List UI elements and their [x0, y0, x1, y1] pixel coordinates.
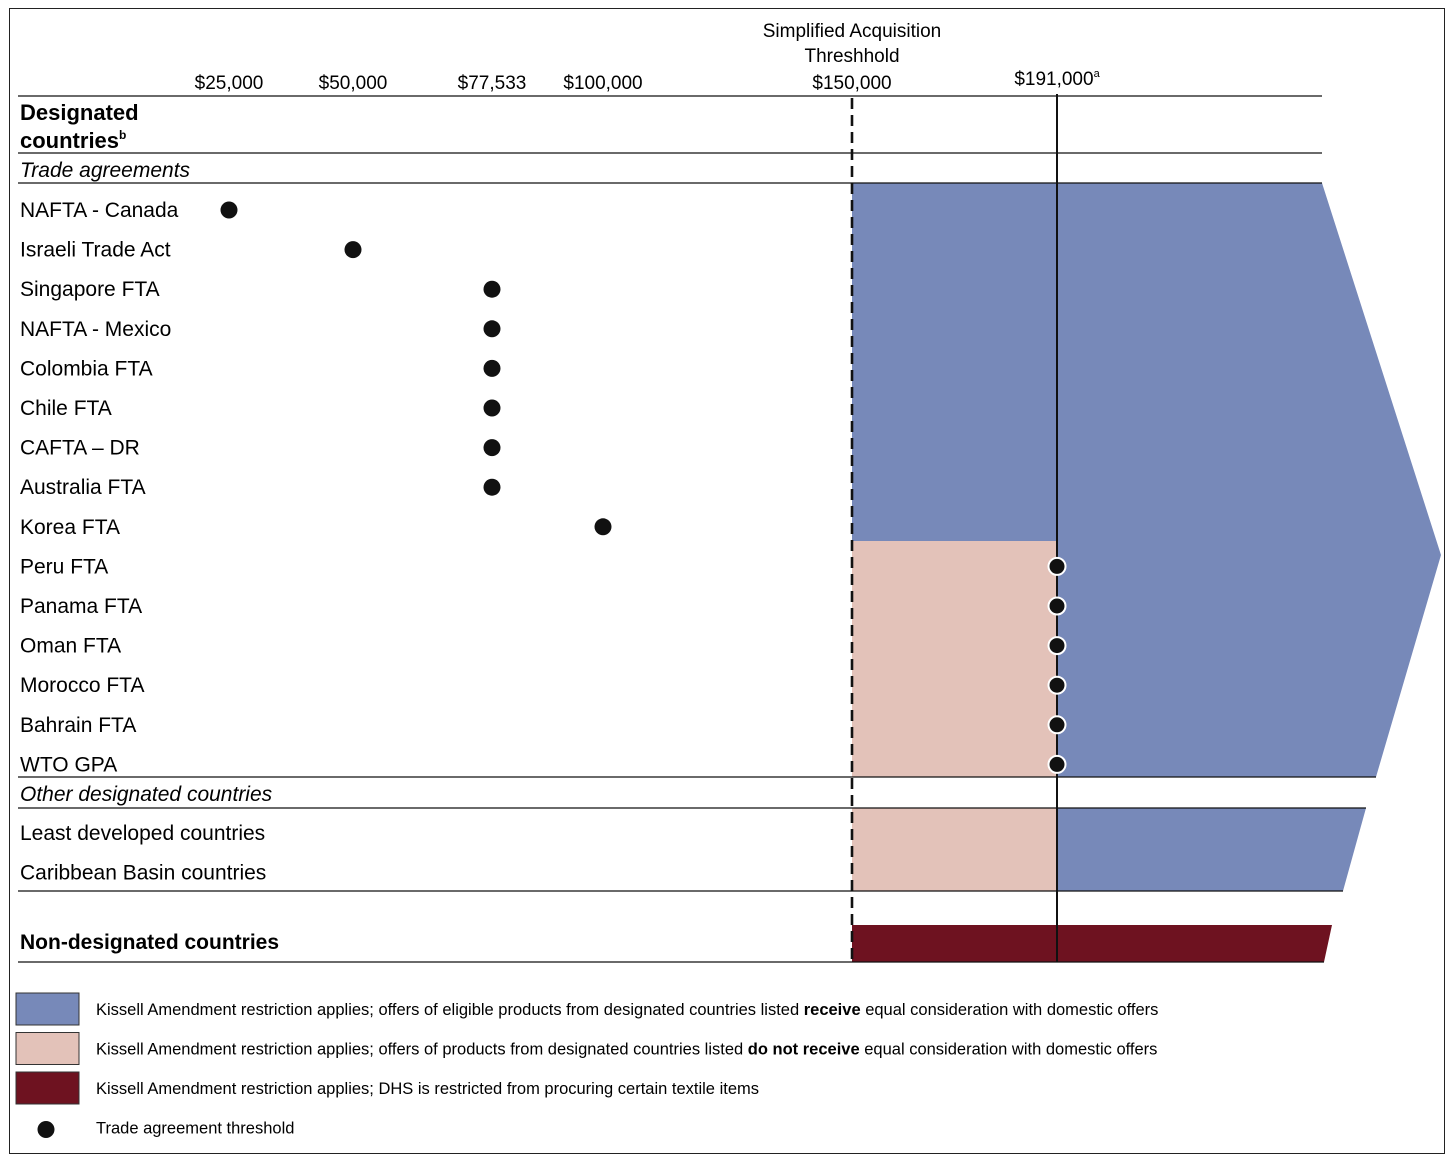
legend-text: Kissell Amendment restriction applies; D…: [96, 1080, 759, 1098]
legend-text-before: Kissell Amendment restriction applies; o…: [96, 1041, 748, 1059]
pink-region-other-designated: [852, 808, 1057, 891]
legend-text-after: equal consideration with domestic offers: [860, 1041, 1158, 1059]
axis-tick-t150000: $150,000: [812, 73, 891, 94]
legend: Kissell Amendment restriction applies; o…: [15, 992, 1158, 1138]
legend-text-before: Kissell Amendment restriction applies; D…: [96, 1080, 759, 1098]
agreement-label: Morocco FTA: [20, 674, 144, 697]
maroon-region-non-designated: [852, 925, 1332, 962]
other-country-label: Least developed countries: [20, 822, 265, 845]
threshold-marker: [1047, 556, 1067, 576]
agreement-label: Singapore FTA: [20, 278, 160, 301]
axis-tick-label: $191,000: [1014, 69, 1093, 90]
trade-agreements-heading: Trade agreements: [20, 159, 191, 182]
axis-tick-label: $150,000: [812, 73, 891, 94]
legend-text: Kissell Amendment restriction applies; o…: [96, 1001, 1158, 1019]
threshold-marker: [483, 439, 501, 457]
legend-text-bold: do not receive: [748, 1041, 860, 1059]
designated-heading-text: countries: [20, 128, 119, 153]
axis-tick-footnote: a: [1094, 68, 1101, 80]
table-rules: [18, 95, 1376, 963]
pink-region-trade-agreements: [852, 541, 1057, 777]
legend-text-bold: receive: [804, 1001, 861, 1019]
other-designated-heading: Other designated countries: [20, 783, 273, 806]
agreement-label: Oman FTA: [20, 635, 121, 658]
threshold-marker: [1047, 675, 1067, 695]
other-country-label: Caribbean Basin countries: [20, 862, 266, 885]
threshold-marker: [483, 478, 501, 496]
blue-region-other-designated: [1057, 808, 1366, 891]
legend-text-after: equal consideration with domestic offers: [861, 1001, 1159, 1019]
agreement-label: Israeli Trade Act: [20, 239, 171, 262]
agreement-label: Australia FTA: [20, 476, 146, 499]
threshold-marker: [483, 320, 501, 338]
axis-tick-t25000: $25,000: [195, 73, 264, 94]
sat-title-line2: Threshhold: [804, 46, 899, 67]
axis-tick-label: $77,533: [458, 73, 527, 94]
legend-swatch: [15, 1032, 80, 1065]
designated-heading-line2: countriesb: [20, 128, 126, 153]
threshold-marker: [594, 518, 612, 536]
other-country-rows: Least developed countries Caribbean Basin…: [20, 822, 266, 885]
axis-tick-label: $25,000: [195, 73, 264, 94]
axis-tick-label: $100,000: [563, 73, 642, 94]
threshold-marker: [1047, 715, 1067, 735]
agreement-label: NAFTA - Canada: [20, 199, 179, 222]
agreement-label: Korea FTA: [20, 516, 120, 539]
regions: [852, 183, 1441, 962]
agreement-label: Colombia FTA: [20, 357, 153, 380]
agreement-label: Chile FTA: [20, 397, 112, 420]
non-designated-heading: Non-designated countries: [20, 931, 279, 954]
agreement-label: Panama FTA: [20, 595, 142, 618]
sat-title-line1: Simplified Acquisition: [763, 21, 941, 42]
designated-heading-line1: Designated: [20, 100, 139, 125]
agreement-label: WTO GPA: [20, 753, 117, 776]
blue-region-trade-agreements: [852, 183, 1441, 777]
threshold-marker: [483, 359, 501, 377]
agreement-label: CAFTA – DR: [20, 437, 140, 460]
agreement-label: Bahrain FTA: [20, 714, 136, 737]
legend-text: Trade agreement threshold: [96, 1120, 294, 1138]
axis-tick-t77533: $77,533: [458, 73, 527, 94]
threshold-markers: [220, 201, 1067, 774]
agreement-rows: NAFTA - Canada Israeli Trade Act Singapore…: [20, 199, 179, 776]
axis-tick-t100000: $100,000: [563, 73, 642, 94]
threshold-marker: [1047, 754, 1067, 774]
axis-tick-t50000: $50,000: [319, 73, 388, 94]
threshold-marker: [220, 201, 238, 219]
axis-tick-t191000: $191,000a: [1014, 68, 1100, 90]
legend-text-before: Trade agreement threshold: [96, 1120, 294, 1138]
threshold-marker: [344, 241, 362, 259]
legend-swatch: [15, 1071, 80, 1105]
agreement-label: NAFTA - Mexico: [20, 318, 171, 341]
threshold-marker: [1047, 596, 1067, 616]
threshold-marker: [1047, 636, 1067, 656]
legend-text: Kissell Amendment restriction applies; o…: [96, 1041, 1157, 1059]
axis-tick-label: $50,000: [319, 73, 388, 94]
agreement-label: Peru FTA: [20, 555, 108, 578]
axis-tick-labels: $25,000 $50,000 $77,533 $100,000 $150,000 $19…: [195, 68, 1101, 94]
legend-swatch: [15, 992, 80, 1026]
threshold-marker: [483, 280, 501, 298]
legend-dot-icon: [37, 1121, 55, 1138]
threshold-marker: [483, 399, 501, 417]
legend-text-before: Kissell Amendment restriction applies; o…: [96, 1001, 804, 1019]
designated-footnote-marker: b: [119, 128, 126, 142]
